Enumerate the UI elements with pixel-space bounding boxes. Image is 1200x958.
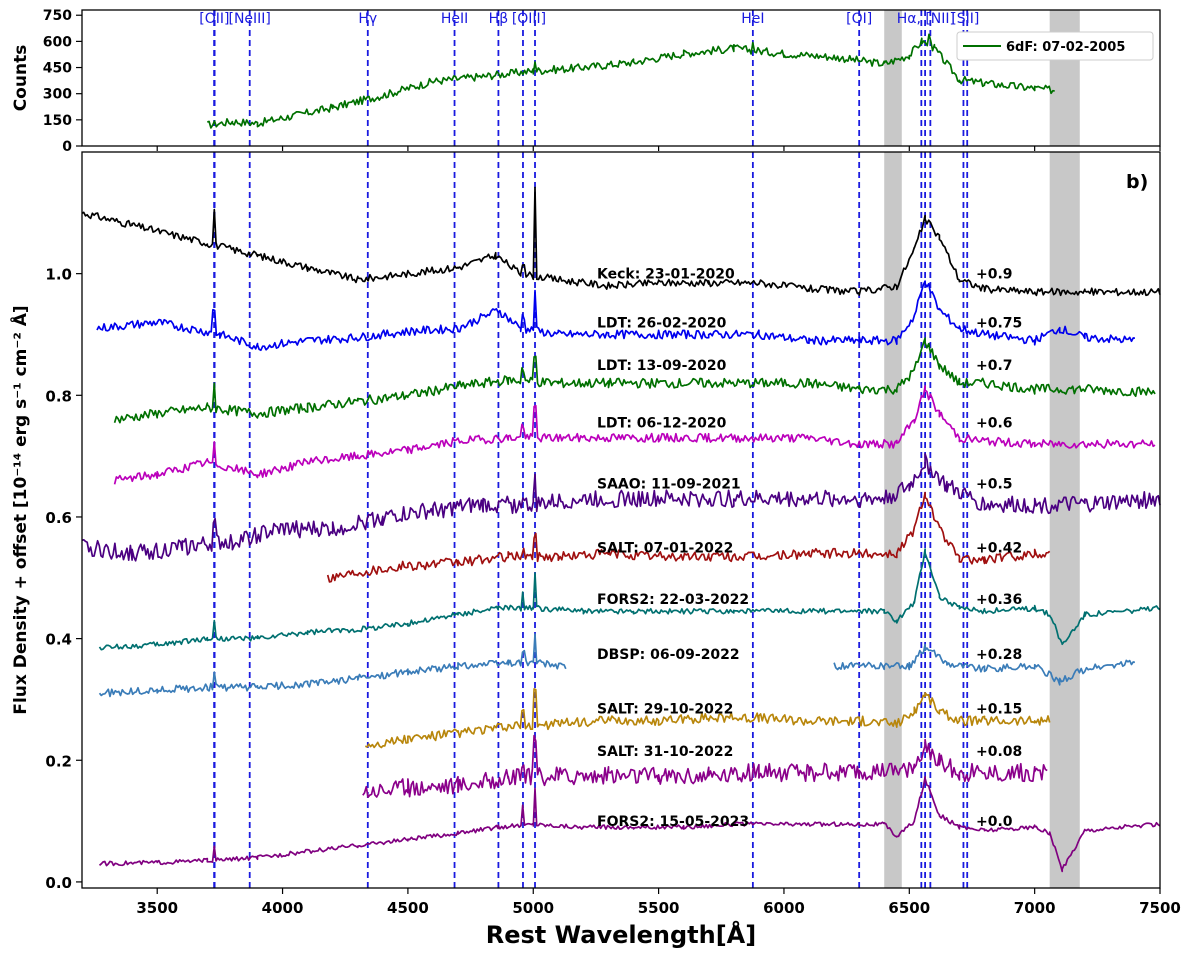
epoch-label-10: FORS2: 15-05-2023 [597, 814, 749, 830]
panel-b-series-1 [96, 280, 1135, 352]
a-ytick-label: 150 [43, 113, 72, 129]
shaded-band-a-1 [1049, 10, 1080, 146]
panel-a-counts: 0 150 300 450 600 750 Counts 6dF: 07-02-2005 [11, 8, 1161, 155]
panel-b-y-axis: 0.0 0.2 0.4 0.6 0.8 1.0 [45, 266, 82, 892]
offset-label-3: +0.6 [976, 416, 1013, 432]
offset-label-6: +0.36 [976, 592, 1022, 608]
a-ytick-label: 0 [62, 139, 72, 155]
epoch-label-3: LDT: 06-12-2020 [597, 416, 727, 432]
epoch-label-2: LDT: 13-09-2020 [597, 358, 727, 374]
b-xtick-label: 6000 [763, 899, 805, 917]
emission-label: Hβ [489, 11, 508, 27]
panel-b-series-5 [326, 491, 1051, 583]
offset-label-1: +0.75 [976, 315, 1022, 331]
panel-a-y-label: Counts [11, 45, 31, 112]
offset-label-2: +0.7 [976, 358, 1013, 374]
panel-b-series-6 [98, 548, 1161, 651]
panel-a-x-ticks [156, 146, 1161, 151]
emission-label: HeI [741, 11, 764, 27]
epoch-label-8: SALT: 29-10-2022 [597, 702, 733, 718]
panel-b-series-10 [98, 775, 1161, 873]
panel-a-frame [81, 9, 1161, 147]
epoch-label-6: FORS2: 22-03-2022 [597, 592, 749, 608]
panel-b-tag: b) [1126, 171, 1148, 193]
offset-label-10: +0.0 [976, 814, 1013, 830]
b-ytick-label: 0.0 [45, 874, 72, 892]
panel-a-shaded-bands [884, 10, 1080, 146]
emission-label: HeII [441, 11, 468, 27]
panel-b-emission-markers [213, 152, 969, 888]
panel-b-series-0 [81, 186, 1161, 297]
b-xtick-label: 3500 [136, 899, 178, 917]
epoch-label-1: LDT: 26-02-2020 [597, 315, 727, 331]
offset-label-9: +0.08 [976, 744, 1022, 760]
panel-b-x-axis: 3500 4000 4500 5000 5500 6000 6500 7000 7500 [136, 888, 1181, 917]
panel-b-series-9 [362, 734, 1048, 799]
b-xtick-label: 5500 [638, 899, 680, 917]
a-ytick-label: 450 [43, 61, 72, 77]
panel-a-y-axis: 0 150 300 450 600 750 [43, 8, 82, 155]
panel-b-epoch-labels: Keck: 23-01-2020 +0.9 LDT: 26-02-2020 +0.75… [597, 267, 1022, 830]
shaded-band-b-1 [1049, 152, 1080, 888]
a-ytick-label: 600 [43, 34, 72, 50]
emission-line-labels: [OII] [NeIII] Hγ HeII Hβ [OIII] HeI [OI] Hα, [NI… [199, 11, 979, 27]
emission-label: Hα, [NII] [897, 11, 955, 27]
panel-b-series-8 [364, 688, 1051, 749]
epoch-label-5: SALT: 07-01-2022 [597, 540, 733, 556]
panel-b-x-label: Rest Wavelength[Å] [486, 920, 756, 949]
emission-label: [OIII] [512, 11, 546, 27]
panel-a-series [207, 33, 1055, 129]
panel-a-emission-markers [213, 10, 969, 146]
a-ytick-label: 300 [43, 87, 72, 103]
panel-b-y-label: Flux Density + offset [10⁻¹⁴ erg s⁻¹ cm⁻… [8, 305, 31, 714]
b-ytick-label: 1.0 [45, 266, 72, 284]
panel-b-series-3 [113, 385, 1156, 485]
offset-label-5: +0.42 [976, 540, 1022, 556]
b-xtick-label: 7500 [1139, 899, 1181, 917]
offset-label-7: +0.28 [976, 647, 1022, 663]
panel-a-legend: 6dF: 07-02-2005 [956, 31, 1154, 61]
b-ytick-label: 0.2 [45, 752, 72, 770]
epoch-label-7: DBSP: 06-09-2022 [597, 647, 740, 663]
panel-b-shaded-bands [884, 152, 1080, 888]
epoch-label-9: SALT: 31-10-2022 [597, 744, 733, 760]
offset-label-0: +0.9 [976, 267, 1013, 283]
emission-label: [SII] [951, 11, 979, 27]
b-xtick-label: 4500 [387, 899, 429, 917]
b-xtick-label: 5000 [512, 899, 554, 917]
epoch-label-4: SAAO: 11-09-2021 [597, 477, 741, 493]
emission-label: [OI] [846, 11, 872, 27]
panel-b-series-4 [81, 453, 1161, 562]
emission-label: [NeIII] [229, 11, 271, 27]
b-ytick-label: 0.4 [45, 631, 72, 649]
emission-label: [OII] [199, 11, 229, 27]
shaded-band-b-0 [884, 152, 902, 888]
legend-box [956, 31, 1154, 61]
a-ytick-label: 750 [43, 8, 72, 24]
panel-a-series-0 [207, 33, 1055, 129]
panel-b-frame [81, 151, 1161, 889]
b-xtick-label: 7000 [1014, 899, 1056, 917]
b-ytick-label: 0.8 [45, 387, 72, 405]
legend-label: 6dF: 07-02-2005 [1006, 40, 1125, 55]
panel-b-series-2 [113, 337, 1156, 424]
offset-label-8: +0.15 [976, 702, 1022, 718]
shaded-band-a-0 [884, 10, 902, 146]
b-xtick-label: 4000 [262, 899, 304, 917]
b-ytick-label: 0.6 [45, 509, 72, 527]
epoch-label-0: Keck: 23-01-2020 [597, 267, 735, 283]
panel-b-series-7 [98, 633, 1136, 698]
panel-b-series [81, 186, 1161, 873]
emission-label: Hγ [358, 11, 377, 27]
offset-label-4: +0.5 [976, 477, 1013, 493]
b-xtick-label: 6500 [888, 899, 930, 917]
